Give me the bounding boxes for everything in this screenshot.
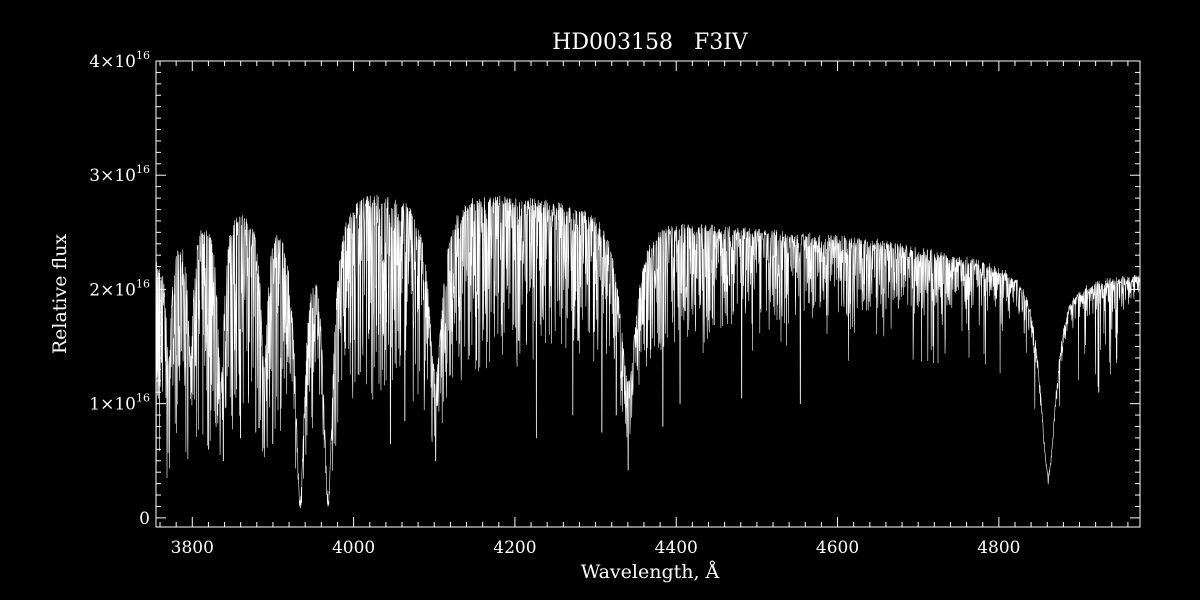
y-axis: 0 1×1016 2×1016 3×1016 4×1016 bbox=[89, 49, 1140, 529]
chart-title: HD003158 F3IV bbox=[552, 30, 749, 55]
x-tick-label: 4200 bbox=[493, 538, 536, 558]
y-tick-label: 1×1016 bbox=[89, 392, 150, 415]
x-tick-label: 3800 bbox=[171, 538, 214, 558]
plot-area bbox=[156, 194, 1140, 509]
spectrum-line bbox=[156, 194, 1140, 509]
plot-frame bbox=[155, 60, 1141, 528]
y-tick-label: 2×1016 bbox=[89, 277, 150, 300]
y-tick-label: 0 bbox=[139, 509, 150, 529]
y-axis-label: Relative flux bbox=[49, 234, 71, 355]
x-tick-label: 4800 bbox=[977, 538, 1020, 558]
x-tick-label: 4600 bbox=[816, 538, 859, 558]
y-tick-label: 4×1016 bbox=[89, 49, 150, 72]
y-tick-label: 3×1016 bbox=[89, 163, 150, 186]
x-tick-label: 4400 bbox=[655, 538, 698, 558]
x-tick-label: 4000 bbox=[332, 538, 375, 558]
x-axis: 3800 4000 4200 4400 4600 4800 bbox=[159, 61, 1129, 558]
x-axis-label: Wavelength, Å bbox=[581, 561, 720, 583]
